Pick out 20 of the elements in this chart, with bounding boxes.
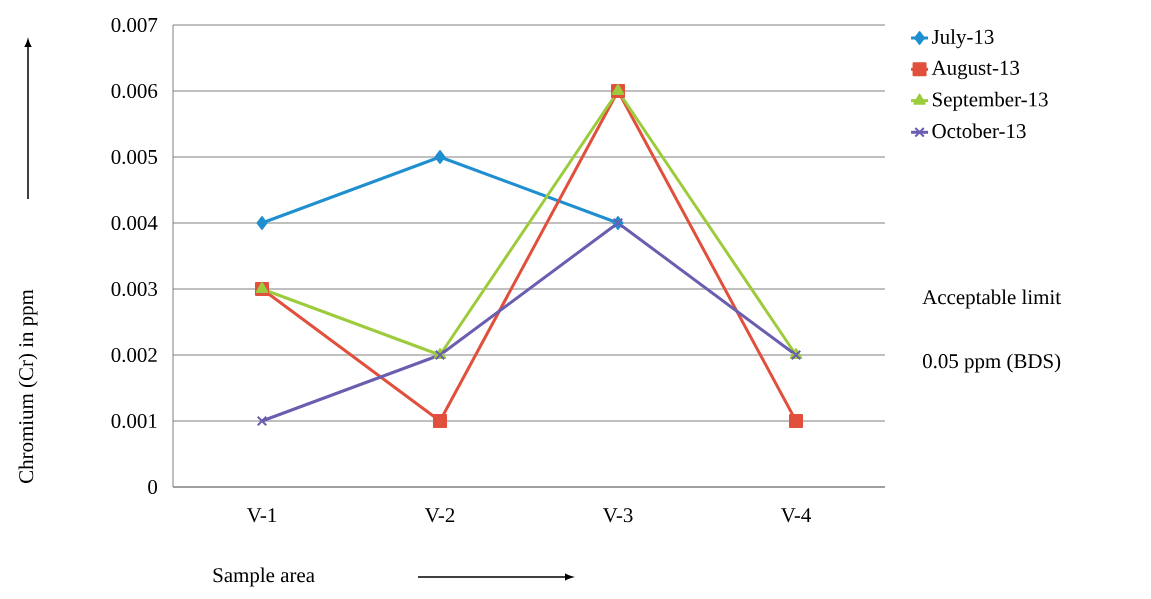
text: 0.05 ppm (BDS) [922, 353, 1061, 373]
x-tick-label: V-1 [246, 508, 277, 523]
legend-label: August-13 [931, 60, 1020, 80]
text: Acceptable limit [922, 289, 1061, 309]
x-tick-label: V-4 [780, 508, 812, 523]
y-tick-label: 0.001 [111, 413, 157, 429]
y-tick-label: 0 [148, 479, 158, 495]
legend-label: October-13 [932, 123, 1026, 139]
x-tick-label: V-3 [602, 508, 633, 523]
legend-label: September-13 [932, 91, 1048, 111]
y-tick-label: 0.005 [111, 149, 158, 165]
legend-label: July-13 [931, 29, 994, 49]
x-axis-title: Sample area [213, 567, 315, 587]
x-tick-label: V-2 [424, 508, 455, 523]
y-tick-label: 0.002 [111, 347, 157, 363]
y-tick-label: 0.006 [111, 83, 158, 99]
y-tick-label: 0.007 [111, 17, 158, 33]
y-tick-label: 0.003 [111, 281, 158, 297]
y-axis-title: Chromium (Cr) in ppm [18, 289, 38, 483]
y-tick-label: 0.004 [111, 215, 158, 231]
